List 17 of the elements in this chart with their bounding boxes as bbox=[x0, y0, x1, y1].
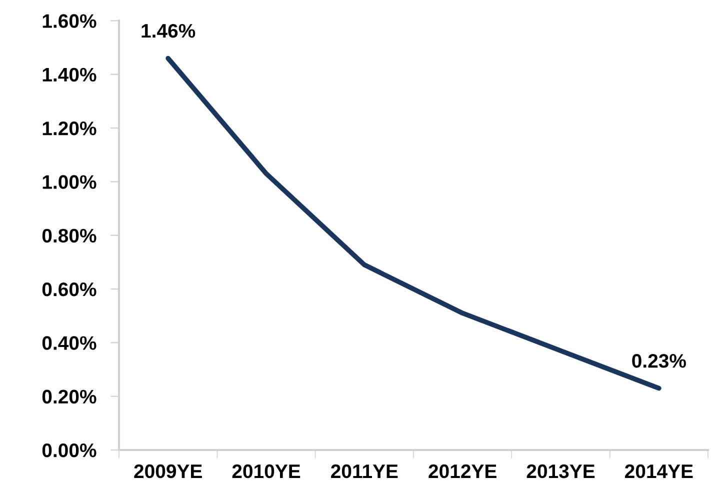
y-tick-label: 0.00% bbox=[42, 443, 96, 458]
y-tick-label: 1.00% bbox=[42, 175, 96, 189]
x-tick-label: 2013YE bbox=[526, 464, 595, 478]
x-tick-label: 2009YE bbox=[134, 464, 202, 478]
x-tick-label: 2014YE bbox=[624, 464, 693, 478]
y-tick-label: 1.20% bbox=[42, 121, 96, 136]
y-tick-label: 0.20% bbox=[42, 390, 96, 404]
data-label: 0.23% bbox=[632, 354, 686, 368]
x-tick-label: 2012YE bbox=[428, 464, 496, 478]
x-tick-label: 2011YE bbox=[331, 464, 398, 478]
y-tick-label: 1.40% bbox=[42, 68, 96, 82]
y-tick-label: 0.40% bbox=[42, 336, 96, 350]
x-tick-label: 2010YE bbox=[232, 464, 300, 478]
data-label: 1.46% bbox=[142, 24, 196, 38]
y-tick-label: 0.60% bbox=[42, 282, 96, 296]
y-tick-label: 1.60% bbox=[42, 14, 96, 28]
y-tick-label: 0.80% bbox=[42, 228, 96, 243]
